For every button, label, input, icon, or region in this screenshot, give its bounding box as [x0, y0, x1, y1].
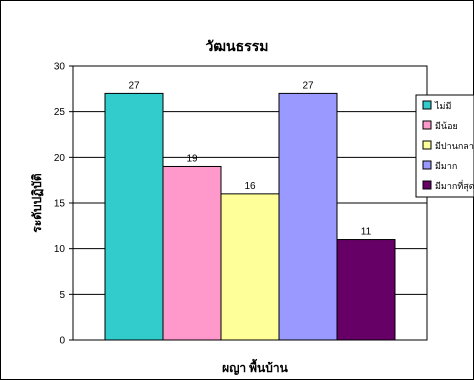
data-label-series-2: 19	[186, 153, 198, 164]
y-tick-label: 30	[54, 62, 66, 73]
legend-label-4: มีมาก	[435, 161, 457, 171]
legend-swatch-4	[422, 160, 432, 170]
y-tick-label: 0	[59, 336, 65, 347]
legend-label-2: มีน้อย	[435, 121, 458, 131]
data-label-series-4: 27	[302, 80, 314, 91]
bars	[104, 92, 396, 341]
y-axis-title: ระดับปฏิบัติ	[30, 173, 44, 233]
x-axis-title: ผญา พื้นบ้าน	[222, 358, 288, 375]
legend-label-3: มีปานกลาง	[435, 141, 474, 151]
legend-swatch-1	[422, 100, 432, 110]
data-label-series-3: 16	[244, 181, 256, 192]
legend-swatch-3	[422, 140, 432, 150]
y-tick-label: 15	[54, 199, 66, 210]
data-label-series-5: 11	[361, 227, 372, 238]
y-tick-label: 5	[59, 290, 65, 301]
bar-series-1	[104, 92, 164, 341]
y-tick-label: 25	[54, 107, 66, 118]
legend-swatch-5	[422, 180, 432, 190]
bar-series-3	[220, 193, 280, 341]
data-labels: 27 19 16 27 11	[128, 80, 371, 237]
y-axis-ticks: 0 5 10 15 20 25 30	[54, 62, 73, 347]
y-tick-label: 10	[54, 244, 66, 255]
legend-label-5: มีมากที่สุด	[435, 179, 474, 192]
bar-series-5	[336, 239, 396, 341]
data-label-series-1: 27	[128, 80, 140, 91]
bar-series-4	[278, 92, 338, 341]
bar-series-2	[162, 165, 222, 341]
y-tick-label: 20	[54, 153, 66, 164]
legend-label-1: ไม่มี	[434, 101, 451, 111]
legend-swatch-2	[422, 120, 432, 130]
chart-title: วัฒนธรรม	[206, 39, 269, 55]
